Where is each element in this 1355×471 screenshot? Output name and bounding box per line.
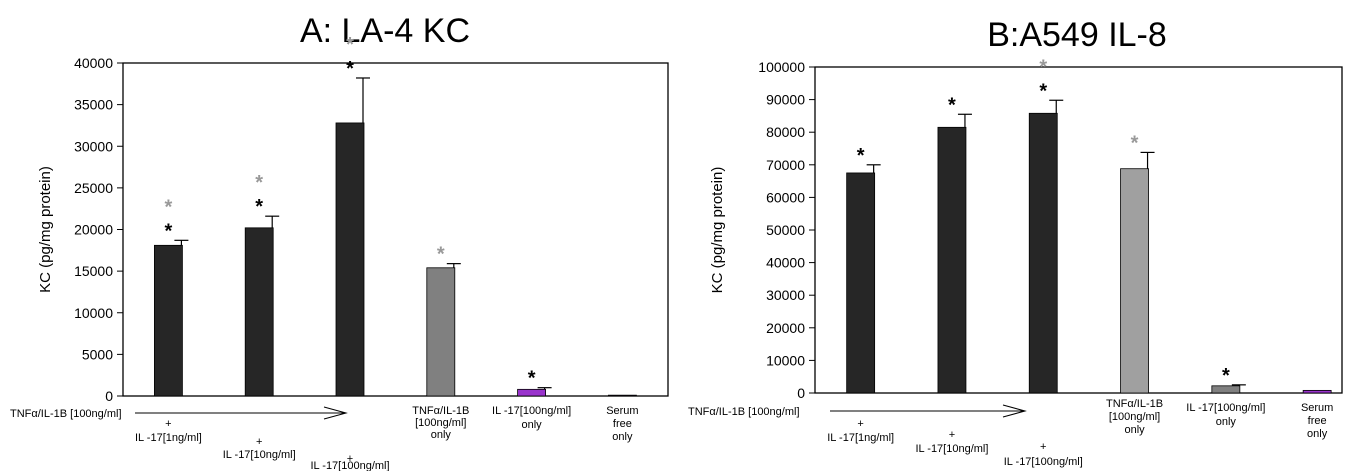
category-label: IL -17[100ng/ml] [492, 405, 571, 417]
arrow-label: TNFα/IL-1B [100ng/ml] [10, 408, 122, 420]
chart-panel-b: B:A549 IL-8 0 10000 20000 30000 40000 50000 600… [688, 16, 1343, 468]
bar [1120, 168, 1149, 394]
category-label: IL -17[100ng/ml] [1186, 402, 1265, 414]
y-tick-label: 0 [105, 388, 113, 404]
y-tick-label: 100000 [758, 59, 805, 75]
chart-title: B:A549 IL-8 [987, 16, 1167, 54]
significance-marker: * [165, 220, 173, 242]
chart-panel-a: A: LA-4 KC 0 5000 10000 15000 20000 25000 30000… [10, 12, 669, 471]
category-label: Serum [1301, 402, 1333, 414]
chart-title: A: LA-4 KC [300, 12, 470, 50]
category-label: [100ng/ml] [1109, 411, 1160, 423]
y-axis-label: KC (pg/mg protein) [37, 166, 54, 293]
significance-marker: * [1039, 80, 1047, 102]
category-label: + [256, 436, 262, 448]
y-tick-label: 50000 [766, 222, 805, 238]
significance-marker: * [948, 94, 956, 116]
bar [153, 244, 183, 397]
y-tick-label: 20000 [766, 320, 805, 336]
category-label: TNFα/IL-1B [1106, 398, 1163, 410]
significance-marker-gray: * [1131, 132, 1139, 154]
category-label: + [347, 453, 353, 465]
bar [1028, 112, 1058, 394]
category-label: only [1124, 424, 1145, 436]
category-label: only [522, 419, 543, 431]
y-tick-label: 30000 [766, 287, 805, 303]
significance-marker-gray: * [346, 34, 354, 56]
bar [937, 126, 967, 394]
category-label: [100ng/ml] [415, 417, 466, 429]
arrow-head [1002, 404, 1027, 418]
bar [1211, 385, 1241, 394]
significance-marker: * [255, 196, 263, 218]
category-label: Serum [606, 405, 638, 417]
category-label: IL -17[1ng/ml] [827, 432, 894, 444]
bar [608, 394, 637, 397]
arrow-label: TNFα/IL-1B [100ng/ml] [688, 406, 800, 418]
significance-marker-gray: * [437, 244, 445, 266]
plot-frame [122, 62, 669, 397]
bar [335, 122, 365, 397]
y-tick-label: 10000 [766, 352, 805, 368]
significance-marker-gray: * [1039, 56, 1047, 78]
category-label: IL -17[1ng/ml] [135, 432, 202, 444]
y-tick-label: 80000 [766, 124, 805, 140]
y-tick-label: 20000 [74, 222, 113, 238]
significance-marker-gray: * [165, 196, 173, 218]
y-tick-label: 5000 [82, 346, 113, 362]
significance-marker: * [1222, 365, 1230, 387]
bar [244, 227, 274, 397]
y-tick-label: 70000 [766, 157, 805, 173]
y-tick-label: 60000 [766, 189, 805, 205]
category-label: only [1216, 416, 1237, 428]
y-tick-label: 10000 [74, 305, 113, 321]
category-label: + [1040, 441, 1046, 453]
category-label: only [1307, 428, 1328, 440]
bar [1302, 389, 1332, 394]
category-label: + [857, 418, 863, 430]
bar [517, 388, 546, 397]
y-tick-label: 35000 [74, 97, 113, 113]
category-label: only [431, 429, 452, 441]
category-label: + [165, 418, 171, 430]
y-axis-label: KC (pg/mg protein) [709, 167, 726, 294]
y-tick-label: 30000 [74, 138, 113, 154]
bar [426, 267, 456, 397]
y-tick-label: 0 [797, 385, 805, 401]
y-tick-label: 15000 [74, 263, 113, 279]
arrow-head [323, 406, 348, 420]
category-label: IL -17[10ng/ml] [223, 449, 296, 461]
plot-frame [814, 66, 1343, 394]
y-tick-label: 90000 [766, 92, 805, 108]
y-tick-label: 25000 [74, 180, 113, 196]
category-label: TNFα/IL-1B [412, 405, 469, 417]
category-label: only [612, 431, 633, 443]
significance-marker: * [346, 58, 354, 80]
category-label: IL -17[100ng/ml] [1004, 456, 1083, 468]
category-label: free [613, 418, 632, 430]
category-label: IL -17[10ng/ml] [915, 443, 988, 455]
category-label: IL -17[100ng/ml] [310, 460, 389, 471]
category-label: + [949, 429, 955, 441]
category-label: free [1308, 415, 1327, 427]
y-tick-label: 40000 [74, 55, 113, 71]
significance-marker: * [528, 368, 536, 390]
significance-marker-gray: * [255, 172, 263, 194]
significance-marker: * [857, 145, 865, 167]
bar [846, 172, 876, 394]
y-tick-label: 40000 [766, 255, 805, 271]
